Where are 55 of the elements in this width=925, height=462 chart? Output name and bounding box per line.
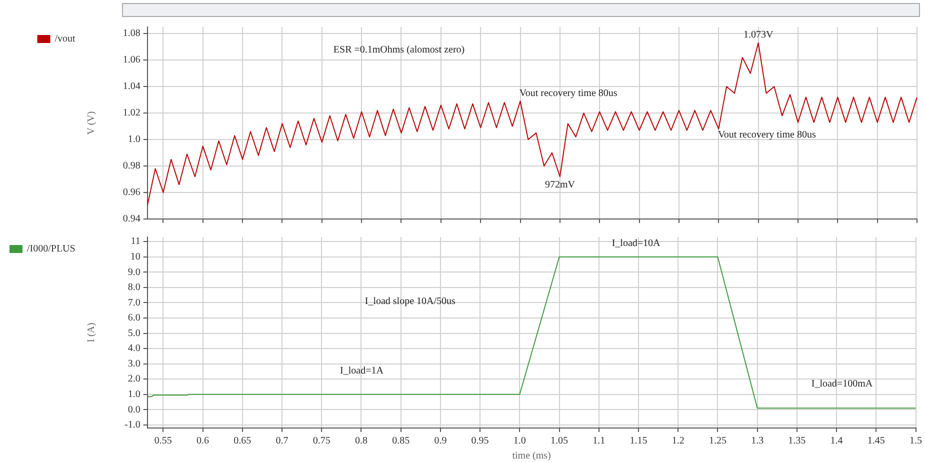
annotation: Vout recovery time 80us (519, 88, 618, 99)
x-tick-label: 0.9 (434, 436, 447, 447)
y-axis-title: V (V) (86, 111, 97, 135)
x-tick-label: 1.35 (788, 436, 806, 447)
x-tick-label: 0.85 (392, 436, 410, 447)
x-tick-label: 0.65 (234, 436, 252, 447)
y-tick-label: 1.0 (128, 389, 140, 400)
x-tick-label: 1.45 (867, 436, 885, 447)
annotation: 1.073V (743, 30, 774, 41)
annotation: Vout recovery time 80us (718, 130, 816, 141)
y-tick-label: 6.0 (128, 312, 140, 324)
x-axis-title: time (ms) (512, 450, 551, 462)
annotation: I_load=1A (340, 366, 384, 377)
x-tick-label: 1.05 (550, 436, 568, 447)
y-tick-label: 7.0 (128, 297, 140, 308)
y-tick-label: 0.98 (122, 160, 140, 172)
annotation: I_load slope 10A/50us (364, 296, 456, 307)
x-tick-label: 1.1 (592, 436, 606, 447)
y-axis-title: I (A) (86, 322, 97, 342)
x-tick-label: 1.3 (751, 436, 764, 447)
y-tick-label: 3.0 (128, 358, 140, 370)
y-tick-label: 10 (130, 251, 140, 262)
y-tick-label: 0.0 (128, 404, 140, 416)
legend-label: /I000/PLUS (27, 244, 76, 255)
annotation: ESR =0.1mOhms (alomost zero) (333, 44, 465, 56)
annotation: I_load=100mA (811, 378, 874, 390)
y-tick-label: 8.0 (128, 282, 140, 294)
y-tick-label: 5.0 (128, 328, 140, 339)
x-tick-label: 1.4 (830, 436, 843, 447)
x-tick-label: 0.7 (276, 436, 288, 447)
y-tick-label: 4.0 (128, 343, 140, 354)
legend-label: /vout (54, 34, 76, 45)
x-tick-label: 1.25 (708, 436, 726, 447)
annotation: 972mV (544, 179, 576, 190)
y-tick-label: 1.0 (128, 134, 140, 146)
x-tick-label: 0.6 (196, 436, 210, 447)
y-tick-label: 0.94 (122, 214, 140, 225)
y-tick-label: 9.0 (128, 266, 140, 278)
x-tick-label: 1.2 (672, 436, 684, 447)
y-tick-label: 1.04 (122, 81, 140, 92)
annotation: I_load=10A (612, 238, 662, 250)
x-tick-label: 0.55 (154, 436, 172, 447)
y-tick-label: 0.96 (122, 187, 140, 198)
x-tick-label: 1.15 (630, 436, 648, 447)
x-tick-label: 0.8 (354, 436, 368, 447)
y-tick-label: 11 (130, 236, 140, 248)
x-tick-label: 1.5 (910, 436, 922, 447)
y-tick-label: 1.06 (122, 54, 140, 66)
y-tick-label: 1.02 (122, 108, 140, 119)
y-tick-label: -1.0 (124, 420, 140, 431)
x-tick-label: 0.75 (312, 436, 330, 447)
x-tick-label: 0.95 (471, 436, 489, 447)
y-tick-label: 1.08 (122, 28, 140, 40)
y-tick-label: 2.0 (128, 374, 140, 385)
x-tick-label: 1.0 (513, 436, 526, 447)
